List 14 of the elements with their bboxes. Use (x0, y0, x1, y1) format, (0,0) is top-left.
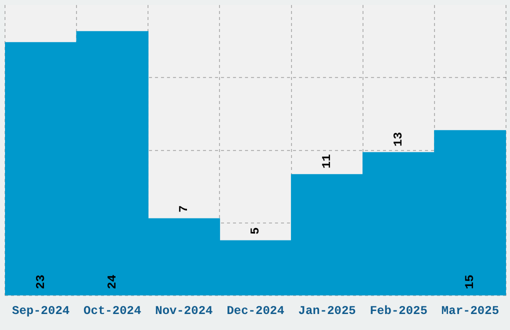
data-label: 5 (248, 227, 263, 235)
data-label: 23 (34, 274, 48, 290)
data-label: 13 (392, 132, 406, 146)
x-tick-label: Dec-2024 (226, 304, 284, 318)
data-label: 15 (463, 274, 478, 290)
x-tick-label: Mar-2025 (441, 304, 500, 318)
data-label: 7 (176, 205, 191, 213)
x-tick-label: Sep-2024 (12, 304, 70, 318)
x-tick-label: Nov-2024 (155, 304, 213, 318)
x-tick-label: Feb-2025 (370, 304, 428, 318)
x-tick-label: Oct-2024 (84, 304, 142, 318)
data-label: 24 (105, 274, 120, 290)
x-tick-label: Jan-2025 (298, 304, 356, 318)
data-label: 11 (320, 154, 334, 169)
